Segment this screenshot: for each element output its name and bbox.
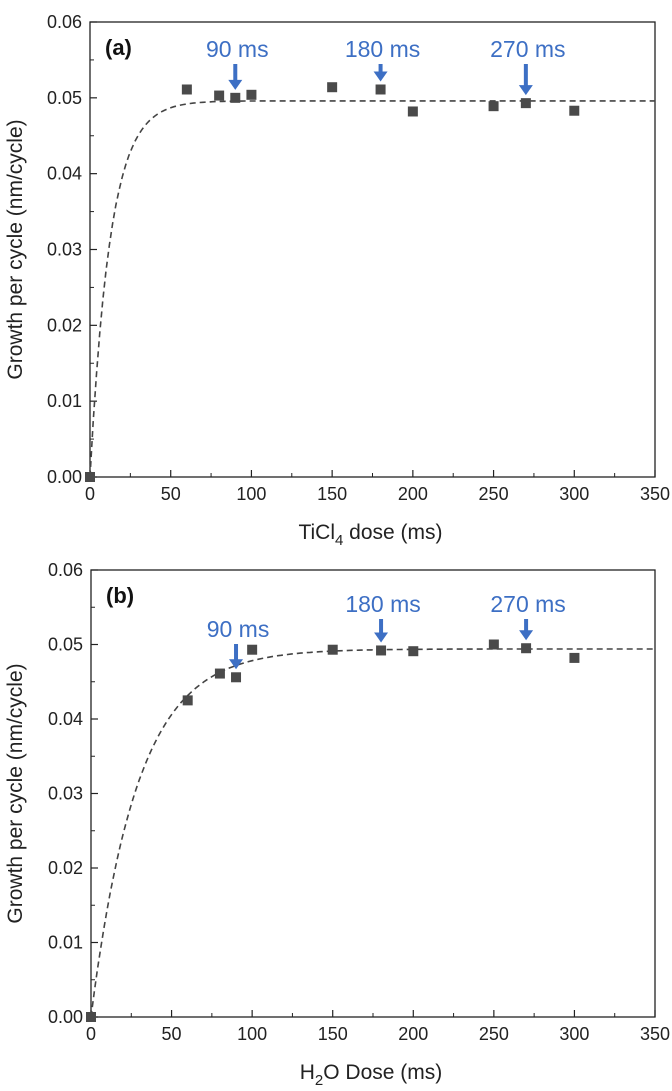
y-tick-label: 0.02 (47, 315, 82, 335)
x-tick-label: 300 (559, 1024, 589, 1044)
x-tick-label: 300 (559, 484, 589, 504)
y-tick-label: 0.00 (47, 467, 82, 487)
annotation-label: 180 ms (345, 591, 420, 617)
y-tick-label: 0.05 (48, 635, 83, 655)
x-tick-label: 100 (237, 1024, 267, 1044)
data-point (247, 644, 258, 655)
x-tick-label: 200 (398, 484, 428, 504)
plot-frame (90, 569, 656, 1018)
y-tick-label: 0.06 (47, 12, 82, 32)
annotation-label: 270 ms (490, 36, 565, 62)
data-point (488, 101, 499, 112)
x-tick-label: 350 (640, 1024, 670, 1044)
x-tick-label: 0 (85, 484, 95, 504)
y-tick-label: 0.06 (48, 560, 83, 580)
x-tick-label: 150 (318, 1024, 348, 1044)
fit-curve (90, 648, 655, 1018)
annotation-arrow-head (228, 79, 243, 90)
x-axis-label: TiCl4 dose (ms) (298, 521, 442, 549)
data-point (214, 90, 225, 101)
data-point (230, 92, 241, 103)
x-tick-label: 50 (162, 1024, 182, 1044)
data-point (231, 672, 242, 683)
y-tick-label: 0.04 (47, 164, 82, 184)
x-tick-label: 250 (479, 484, 509, 504)
data-point (214, 668, 225, 679)
y-tick-label: 0.03 (47, 240, 82, 260)
y-tick-label: 0.01 (47, 391, 82, 411)
x-tick-label: 250 (479, 1024, 509, 1044)
x-tick-label: 50 (161, 484, 181, 504)
data-point (407, 106, 418, 117)
annotation-arrow-head (518, 85, 533, 96)
data-point (521, 643, 532, 654)
y-tick-label: 0.00 (48, 1007, 83, 1027)
annotation-arrow-head (373, 71, 388, 82)
data-point (86, 1012, 96, 1022)
data-point (569, 105, 580, 116)
y-axis-label: Growth per cycle (nm/cycle) (4, 663, 27, 923)
x-tick-label: 150 (317, 484, 347, 504)
fit-curve (89, 100, 655, 478)
x-axis-label: H2O Dose (ms) (300, 1061, 443, 1089)
annotation-label: 270 ms (490, 591, 565, 617)
annotation-arrow-head (519, 630, 534, 641)
x-tick-label: 100 (236, 484, 266, 504)
data-point (569, 652, 580, 663)
data-point (488, 639, 499, 650)
data-point (376, 645, 387, 656)
data-point (520, 98, 531, 109)
x-tick-label: 0 (86, 1024, 96, 1044)
chart-panel-b: 0 50 100 150 200 250 300 350 0.00 0.01 0.02 0.03 0.0… (4, 560, 670, 1089)
y-tick-label: 0.01 (48, 933, 83, 953)
y-tick-label: 0.05 (47, 88, 82, 108)
annotation-arrow-head (229, 659, 244, 670)
plot-frame (89, 21, 656, 478)
x-tick-label: 200 (398, 1024, 428, 1044)
data-point (85, 472, 95, 482)
y-tick-label: 0.03 (48, 784, 83, 804)
y-tick-label: 0.04 (48, 709, 83, 729)
data-point (246, 89, 257, 100)
data-point (408, 646, 419, 657)
chart-panel-a: 0 50 100 150 200 250 300 350 0.00 0.01 0.02 0.03 0.0… (4, 12, 670, 549)
data-point (327, 644, 338, 655)
annotation-arrow-head (374, 632, 389, 643)
y-tick-label: 0.02 (48, 858, 83, 878)
data-point (327, 82, 338, 93)
annotation-label: 90 ms (206, 36, 269, 62)
y-axis-label: Growth per cycle (nm/cycle) (4, 119, 27, 379)
data-point (375, 84, 386, 95)
panel-label: (a) (105, 35, 132, 60)
data-point (182, 695, 193, 706)
annotation-label: 180 ms (345, 36, 420, 62)
annotation-label: 90 ms (207, 616, 270, 642)
x-tick-label: 350 (640, 484, 670, 504)
panel-label: (b) (106, 583, 134, 608)
data-point (181, 84, 192, 95)
